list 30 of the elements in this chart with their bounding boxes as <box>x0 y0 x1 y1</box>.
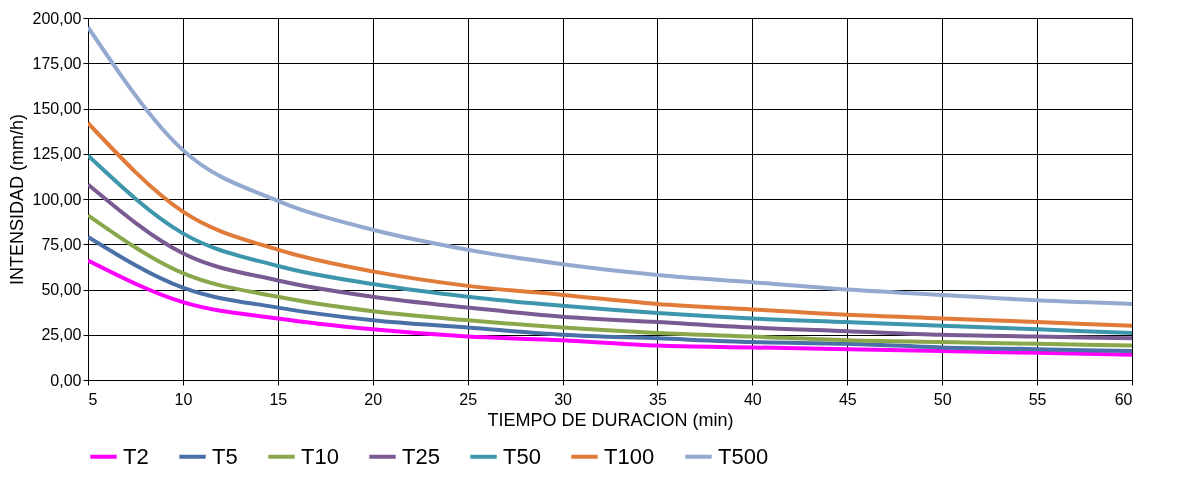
y-axis-title: INTENSIDAD (mm/h) <box>6 114 27 285</box>
y-tick-label: 25,00 <box>41 326 82 344</box>
legend-label: T2 <box>123 443 149 469</box>
y-tick-label: 0,00 <box>50 371 82 389</box>
y-tick-label: 175,00 <box>32 54 82 72</box>
x-tick-label: 60 <box>1114 390 1133 408</box>
x-tick-label: 15 <box>269 390 288 408</box>
legend-label: T5 <box>212 443 238 469</box>
y-tick-label: 50,00 <box>41 281 82 298</box>
y-tick-label: 200,00 <box>32 9 82 27</box>
y-tick-label: 150,00 <box>32 100 82 117</box>
x-tick-label: 35 <box>649 390 667 408</box>
legend-label: T500 <box>718 443 769 469</box>
x-tick-label: 55 <box>1028 390 1047 408</box>
y-tick-label: 100,00 <box>32 190 82 208</box>
y-tick-label: 125,00 <box>32 145 82 163</box>
legend-label: T100 <box>604 443 655 469</box>
legend-label: T50 <box>503 443 541 469</box>
legend-label: T25 <box>402 443 440 469</box>
x-tick-label: 20 <box>364 390 383 408</box>
x-tick-label: 10 <box>174 390 193 408</box>
x-tick-label: 25 <box>459 390 478 408</box>
x-tick-label: 40 <box>743 390 762 408</box>
x-tick-label: 30 <box>554 390 573 408</box>
x-axis-title: TIEMPO DE DURACION (min) <box>487 409 734 430</box>
legend-label: T10 <box>301 443 339 469</box>
y-tick-label: 75,00 <box>41 235 82 253</box>
x-tick-label: 45 <box>838 390 857 408</box>
x-tick-label: 5 <box>88 390 98 408</box>
x-tick-label: 50 <box>933 390 952 408</box>
